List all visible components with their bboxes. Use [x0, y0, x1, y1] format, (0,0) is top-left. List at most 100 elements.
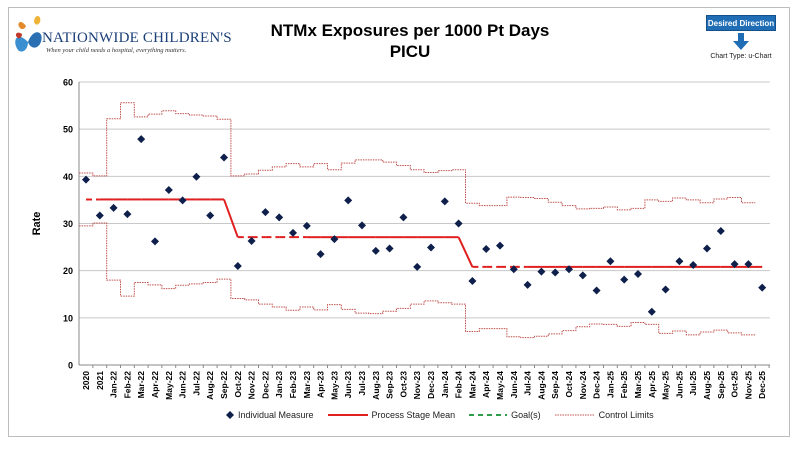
- data-point: [123, 210, 132, 219]
- data-point: [385, 244, 394, 253]
- data-point: [661, 285, 670, 294]
- legend-label: Process Stage Mean: [371, 410, 456, 420]
- data-point: [482, 244, 491, 253]
- legend-item-individual-measure: Individual Measure: [226, 410, 314, 420]
- data-point: [537, 267, 546, 276]
- legend-item-goals: Goal(s): [469, 410, 541, 420]
- x-tick-label: Mar-23: [302, 371, 312, 399]
- x-tick-label: Mar-22: [136, 371, 146, 399]
- x-tick-label: Sep-24: [550, 371, 560, 399]
- y-tick-label: 50: [63, 125, 73, 135]
- x-tick-label: Oct-24: [564, 371, 574, 398]
- diamond-icon: [226, 411, 234, 419]
- legend-label: Goal(s): [511, 410, 541, 420]
- x-tick-label: Apr-25: [647, 371, 657, 398]
- x-tick-label: Dec-23: [426, 371, 436, 399]
- x-tick-label: Apr-23: [316, 371, 326, 398]
- x-tick-label: Feb-25: [619, 371, 629, 399]
- x-tick-label: Jun-25: [674, 371, 684, 399]
- chart-frame: [8, 7, 790, 437]
- data-point: [675, 257, 684, 266]
- data-point: [551, 268, 560, 277]
- data-point: [703, 244, 711, 253]
- data-point: [316, 250, 325, 259]
- data-point: [261, 208, 270, 217]
- data-point: [109, 203, 118, 212]
- data-point: [399, 213, 408, 222]
- y-tick-label: 30: [63, 219, 73, 229]
- data-point: [730, 260, 739, 269]
- data-point: [178, 196, 187, 205]
- arrow-down-icon: [733, 33, 749, 50]
- x-tick-label: Aug-24: [536, 371, 546, 400]
- data-point: [192, 172, 201, 181]
- x-tick-label: Mar-24: [467, 371, 477, 399]
- data-point: [454, 219, 463, 228]
- data-point: [151, 237, 159, 246]
- data-point: [647, 307, 656, 316]
- x-tick-label: Dec-24: [592, 371, 602, 399]
- data-point: [233, 261, 242, 270]
- data-point: [523, 280, 532, 289]
- data-point: [82, 175, 90, 184]
- mean-line-segment: [223, 199, 239, 238]
- data-point: [330, 235, 339, 244]
- x-tick-label: Feb-24: [454, 371, 464, 399]
- x-tick-label: Oct-23: [398, 371, 408, 398]
- upper-control-limit-line: [79, 102, 756, 211]
- data-point: [468, 277, 477, 286]
- x-tick-label: Nov-22: [247, 371, 257, 400]
- data-point: [413, 262, 422, 271]
- data-point: [220, 153, 228, 162]
- data-point: [716, 227, 725, 236]
- y-tick-label: 0: [68, 361, 73, 371]
- legend-label: Control Limits: [598, 410, 654, 420]
- data-point: [289, 228, 297, 237]
- x-tick-label: Aug-22: [205, 371, 215, 400]
- x-tick-label: May-23: [329, 371, 339, 400]
- x-tick-label: Jul-24: [523, 371, 533, 396]
- data-point: [164, 186, 173, 195]
- data-point: [509, 265, 518, 274]
- data-point: [689, 261, 698, 270]
- x-tick-label: Aug-23: [371, 371, 381, 400]
- x-tick-label: May-22: [164, 371, 174, 400]
- x-tick-label: Oct-25: [730, 371, 740, 398]
- dashed-line-icon: [469, 414, 508, 416]
- x-tick-label: May-24: [495, 371, 505, 400]
- x-tick-label: Sep-23: [385, 371, 395, 399]
- solid-line-icon: [327, 414, 368, 416]
- data-point: [302, 221, 311, 230]
- data-point: [634, 269, 642, 278]
- x-tick-label: Jul-25: [688, 371, 698, 396]
- legend-label: Individual Measure: [238, 410, 314, 420]
- x-tick-label: Jul-22: [191, 371, 201, 396]
- data-point: [440, 197, 449, 206]
- legend: Individual Measure Process Stage Mean Go…: [226, 410, 654, 420]
- title-line-1: NTMx Exposures per 1000 Pt Days: [270, 21, 550, 40]
- x-tick-label: Aug-25: [702, 371, 712, 400]
- x-tick-label: Sep-25: [716, 371, 726, 399]
- x-tick-label: Dec-25: [757, 371, 767, 399]
- x-tick-label: Jun-22: [178, 371, 188, 399]
- x-tick-label: Apr-24: [481, 371, 491, 398]
- data-point: [137, 135, 146, 144]
- x-tick-label: Jan-22: [109, 371, 119, 398]
- data-point: [606, 257, 615, 266]
- chart-title: NTMx Exposures per 1000 Pt Days PICU: [200, 20, 620, 62]
- mean-line-segment: [457, 236, 474, 268]
- x-tick-label: Jul-23: [357, 371, 367, 396]
- chart-type-label: Chart Type: u-Chart: [710, 53, 772, 60]
- data-point: [275, 213, 284, 222]
- data-point: [427, 243, 435, 252]
- data-point: [565, 265, 573, 274]
- x-tick-label: Jun-24: [509, 371, 519, 399]
- x-tick-label: 2021: [95, 371, 105, 390]
- x-tick-label: Feb-22: [122, 371, 132, 399]
- x-tick-label: Nov-23: [412, 371, 422, 400]
- data-point: [758, 283, 767, 292]
- x-tick-label: Sep-22: [219, 371, 229, 399]
- x-tick-label: Nov-24: [578, 371, 588, 400]
- title-line-2: PICU: [389, 42, 431, 61]
- x-tick-label: Jan-25: [605, 371, 615, 398]
